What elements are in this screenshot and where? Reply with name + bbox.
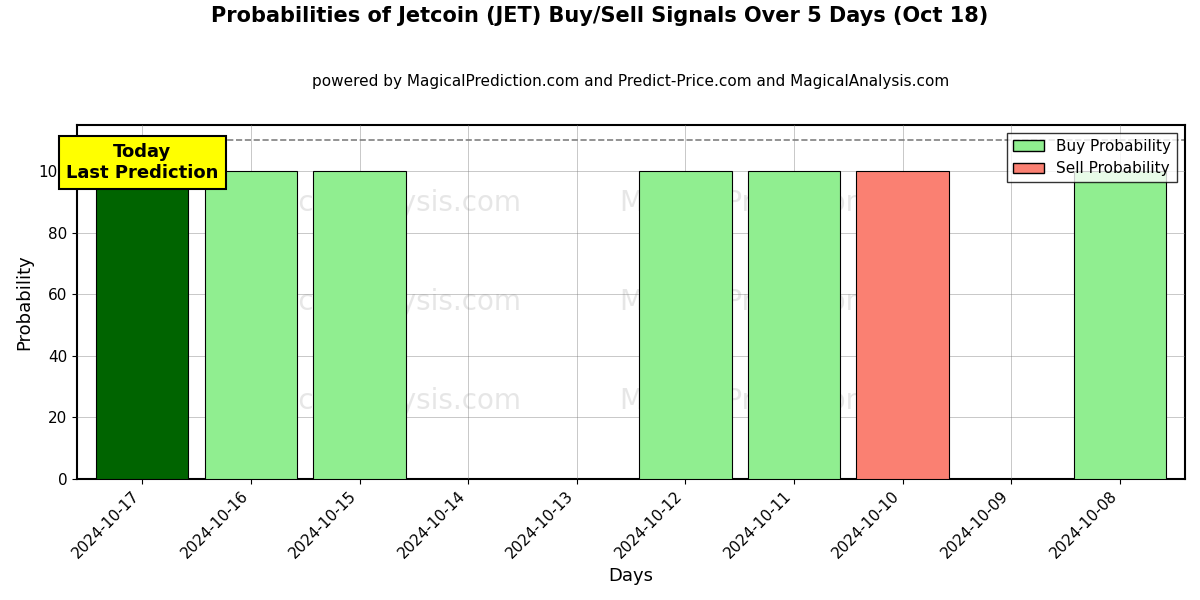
Text: MagicalPrediction.com: MagicalPrediction.com bbox=[619, 189, 931, 217]
Bar bbox=[640, 171, 732, 479]
Bar bbox=[205, 171, 298, 479]
Text: Today
Last Prediction: Today Last Prediction bbox=[66, 143, 218, 182]
Legend: Buy Probability, Sell Probability: Buy Probability, Sell Probability bbox=[1007, 133, 1177, 182]
Title: powered by MagicalPrediction.com and Predict-Price.com and MagicalAnalysis.com: powered by MagicalPrediction.com and Pre… bbox=[312, 74, 949, 89]
Bar bbox=[857, 171, 949, 479]
Bar bbox=[748, 171, 840, 479]
Text: MagicalPrediction.com: MagicalPrediction.com bbox=[619, 288, 931, 316]
Bar bbox=[96, 171, 188, 479]
Bar bbox=[313, 171, 406, 479]
X-axis label: Days: Days bbox=[608, 567, 654, 585]
Y-axis label: Probability: Probability bbox=[14, 254, 32, 350]
Text: MagicalPrediction.com: MagicalPrediction.com bbox=[619, 387, 931, 415]
Text: MagicalAnalysis.com: MagicalAnalysis.com bbox=[232, 288, 521, 316]
Text: MagicalAnalysis.com: MagicalAnalysis.com bbox=[232, 387, 521, 415]
Bar bbox=[1074, 171, 1166, 479]
Text: Probabilities of Jetcoin (JET) Buy/Sell Signals Over 5 Days (Oct 18): Probabilities of Jetcoin (JET) Buy/Sell … bbox=[211, 6, 989, 26]
Text: MagicalAnalysis.com: MagicalAnalysis.com bbox=[232, 189, 521, 217]
